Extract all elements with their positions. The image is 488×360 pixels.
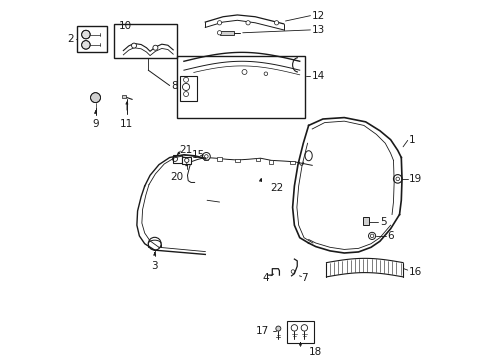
Bar: [217, 157, 221, 161]
Text: 20: 20: [170, 172, 183, 182]
Bar: [172, 155, 182, 163]
Circle shape: [81, 41, 90, 49]
Text: 10: 10: [119, 21, 132, 31]
Bar: [268, 160, 273, 163]
Circle shape: [217, 31, 221, 35]
Bar: [219, 31, 233, 35]
Bar: [255, 158, 260, 161]
Bar: [114, 24, 177, 58]
Bar: [235, 158, 239, 162]
Circle shape: [368, 232, 375, 239]
Circle shape: [90, 93, 101, 103]
Text: 15: 15: [191, 150, 204, 159]
Circle shape: [275, 326, 280, 331]
Text: 14: 14: [311, 71, 325, 81]
Text: 3: 3: [151, 261, 158, 271]
Text: 1: 1: [407, 135, 414, 145]
Text: 2: 2: [67, 34, 74, 44]
Text: 21: 21: [179, 145, 192, 156]
Bar: [182, 157, 191, 164]
Bar: [122, 95, 125, 98]
Circle shape: [131, 43, 136, 48]
Text: 4: 4: [262, 273, 269, 283]
Bar: [179, 76, 197, 101]
Text: 6: 6: [386, 231, 393, 241]
Text: 7: 7: [301, 273, 307, 283]
Text: 9: 9: [92, 119, 99, 129]
Text: 16: 16: [407, 266, 421, 276]
Circle shape: [245, 21, 250, 25]
Circle shape: [153, 45, 158, 50]
Text: 8: 8: [171, 81, 178, 90]
Text: 11: 11: [120, 119, 133, 129]
Circle shape: [81, 30, 90, 39]
Text: 12: 12: [311, 11, 325, 21]
Bar: [286, 321, 313, 343]
Text: 13: 13: [311, 25, 325, 35]
Text: 22: 22: [269, 183, 283, 193]
Circle shape: [202, 153, 210, 160]
Bar: [362, 217, 368, 225]
Text: 17: 17: [256, 327, 269, 336]
Bar: [203, 157, 208, 160]
Circle shape: [217, 21, 221, 25]
Bar: [290, 161, 294, 164]
Bar: [177, 56, 305, 118]
Circle shape: [274, 21, 278, 25]
Text: 5: 5: [379, 217, 386, 227]
Text: 19: 19: [407, 174, 421, 184]
Text: 18: 18: [308, 347, 322, 357]
Bar: [77, 26, 107, 52]
